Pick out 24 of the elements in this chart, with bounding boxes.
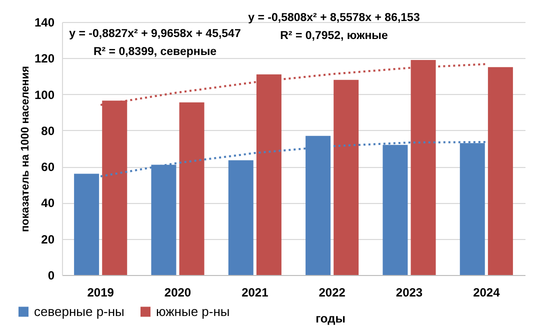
bar — [488, 67, 513, 275]
y-tick-label: 0 — [48, 268, 55, 282]
bar — [228, 160, 254, 275]
x-axis-title: годы — [316, 312, 346, 326]
bar — [179, 102, 204, 275]
y-tick-label: 140 — [34, 16, 55, 30]
x-tick-label: 2021 — [242, 286, 269, 300]
x-tick-label: 2020 — [164, 286, 192, 300]
annotation: y = -0,5808x² + 8,5578x + 86,153 R² = 0,7952, южные — [248, 12, 420, 42]
legend-label: северные р-ны — [34, 304, 124, 319]
y-axis-title: показатель на 1000 населения — [19, 66, 32, 232]
y-tick-label: 20 — [41, 232, 55, 246]
y-tick-label: 40 — [41, 196, 55, 210]
x-tick-label: 2023 — [396, 286, 423, 300]
x-tick-label: 2019 — [87, 286, 114, 300]
annotation: y = -0,8827x² + 9,9658x + 45,547 R² = 0,8399, северные — [69, 28, 241, 58]
y-tick-label: 60 — [41, 160, 55, 174]
y-tick-label: 100 — [34, 88, 55, 102]
x-tick-label: 2024 — [473, 286, 500, 300]
x-tick-label: 2022 — [318, 286, 346, 300]
legend-label: южные р-ны — [156, 304, 230, 319]
y-tick-label: 120 — [34, 52, 55, 66]
y-tick-label: 80 — [41, 124, 55, 138]
bar — [334, 80, 359, 275]
